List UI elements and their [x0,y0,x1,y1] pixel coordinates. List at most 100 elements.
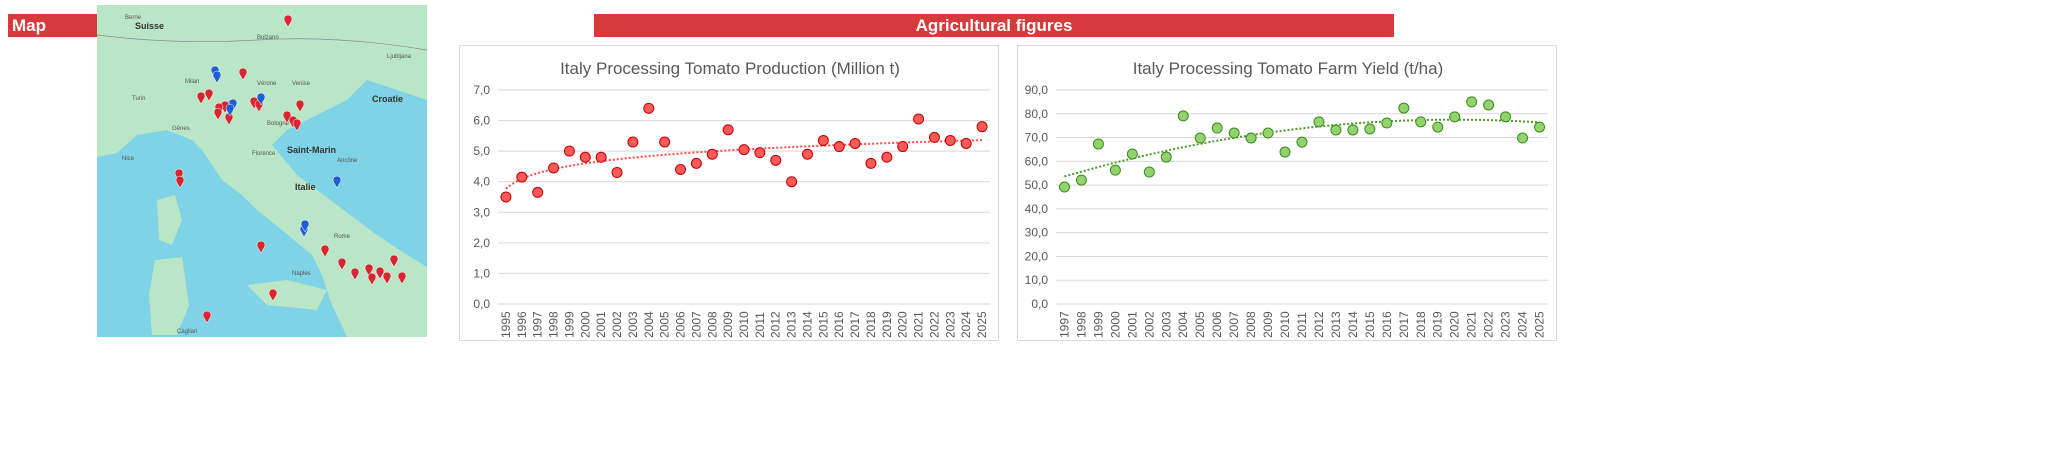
data-point[interactable] [1432,121,1444,133]
data-point[interactable] [1330,124,1342,136]
data-point[interactable] [1415,116,1427,128]
data-point[interactable] [1194,132,1206,144]
map-marker-pin-icon[interactable] [295,99,305,113]
map-marker-pin-icon[interactable] [213,107,223,121]
map-marker-pin-icon[interactable] [367,272,377,286]
data-point[interactable] [1449,111,1461,123]
data-point[interactable] [1211,122,1223,134]
data-point[interactable] [643,102,655,114]
data-point[interactable] [611,167,623,179]
data-point[interactable] [659,136,671,148]
data-point[interactable] [1126,148,1138,160]
data-point[interactable] [1398,102,1410,114]
data-point[interactable] [500,191,512,203]
map-marker-pin-icon[interactable] [238,67,248,81]
data-point[interactable] [1347,124,1359,136]
data-point[interactable] [1143,166,1155,178]
data-point[interactable] [817,134,829,146]
data-point[interactable] [928,131,940,143]
map-marker-pin-icon[interactable] [204,88,214,102]
data-point[interactable] [675,163,687,175]
data-point[interactable] [1517,132,1529,144]
data-point[interactable] [976,121,988,133]
map-marker-pin-icon[interactable] [350,267,360,281]
data-point[interactable] [706,148,718,160]
data-point[interactable] [1381,117,1393,129]
map-city-label: Milan [185,79,199,85]
data-point[interactable] [754,147,766,159]
map-marker-pin-icon[interactable] [283,14,293,28]
map-marker-pin-icon[interactable] [364,263,374,277]
data-point[interactable] [881,151,893,163]
data-point[interactable] [722,124,734,136]
data-point[interactable] [1109,164,1121,176]
data-point[interactable] [833,141,845,153]
map-city-label: Naples [292,271,311,277]
data-point[interactable] [1160,151,1172,163]
data-point[interactable] [913,113,925,125]
data-point[interactable] [770,154,782,166]
map-marker-pin-icon[interactable] [397,271,407,285]
map-marker-pin-icon[interactable] [320,244,330,258]
data-point[interactable] [1058,181,1070,193]
data-point[interactable] [1262,127,1274,139]
data-point[interactable] [944,134,956,146]
data-point[interactable] [865,157,877,169]
data-point[interactable] [1075,174,1087,186]
map-view[interactable]: Suisse Croatie Italie Saint-Marin Berne M… [97,5,427,337]
data-point[interactable] [786,176,798,188]
map-marker-pin-icon[interactable] [256,240,266,254]
data-point[interactable] [1177,110,1189,122]
data-point[interactable] [563,145,575,157]
map-marker-pin-icon[interactable] [382,271,392,285]
data-point[interactable] [516,171,528,183]
map-marker-pin-icon[interactable] [332,175,342,189]
data-point[interactable] [1500,111,1512,123]
data-point[interactable] [1466,96,1478,108]
map-marker-pin-icon[interactable] [375,266,385,280]
data-point[interactable] [801,148,813,160]
data-point[interactable] [1279,146,1291,158]
data-point[interactable] [1245,132,1257,144]
map-marker-pin-icon[interactable] [175,175,185,189]
data-point[interactable] [897,141,909,153]
data-point[interactable] [595,151,607,163]
data-point[interactable] [1364,123,1376,135]
data-point[interactable] [849,138,861,149]
map-marker-pin-icon[interactable] [225,103,235,117]
data-point[interactable] [548,162,560,174]
x-tick-label: 2008 [1244,311,1258,338]
mainland-land [97,5,427,337]
map-marker-pin-icon[interactable] [256,92,266,106]
map-marker-pin-icon[interactable] [300,219,310,233]
x-tick-label: 2017 [848,311,862,338]
data-point[interactable] [738,144,750,156]
data-point[interactable] [532,186,544,198]
data-point[interactable] [690,157,702,169]
map-marker-pin-icon[interactable] [268,288,278,302]
map-marker-pin-icon[interactable] [174,168,184,182]
x-tick-label: 2002 [610,311,624,338]
agricultural-figures-header: Agricultural figures [594,14,1394,37]
map-marker-pin-icon[interactable] [202,310,212,324]
map-marker-pin-icon[interactable] [212,70,222,84]
x-tick-label: 2013 [1329,311,1343,338]
data-point[interactable] [1228,127,1240,139]
map-marker-pin-icon[interactable] [196,91,206,105]
data-point[interactable] [1534,121,1546,133]
data-point[interactable] [579,151,591,163]
map-marker-pin-icon[interactable] [292,118,302,132]
data-point[interactable] [1483,99,1495,111]
map-marker-pin-icon[interactable] [389,254,399,268]
x-tick-label: 2001 [1125,311,1139,338]
italy-map[interactable]: Suisse Croatie Italie Saint-Marin Berne M… [97,5,427,337]
map-marker-pin-icon[interactable] [337,257,347,271]
data-point[interactable] [1092,138,1104,150]
x-tick-label: 2024 [1516,311,1530,338]
data-point[interactable] [1296,136,1308,148]
x-tick-label: 2016 [832,311,846,338]
data-point[interactable] [960,138,972,149]
data-point[interactable] [1313,116,1325,128]
data-point[interactable] [627,136,639,148]
x-tick-label: 2003 [1159,311,1173,338]
